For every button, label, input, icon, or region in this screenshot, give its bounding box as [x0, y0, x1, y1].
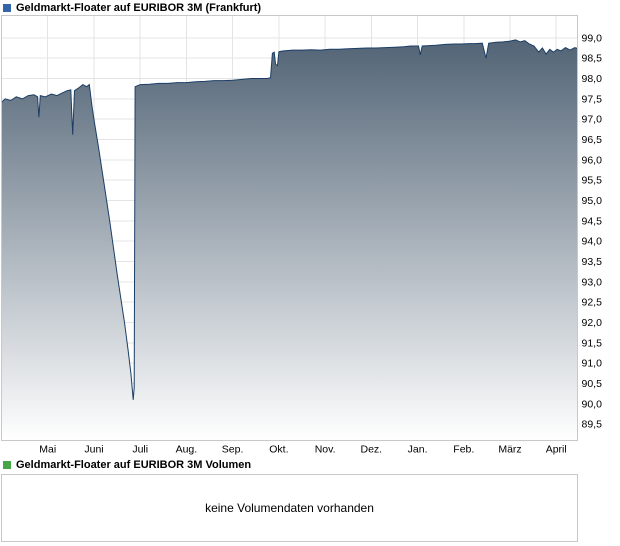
- volume-panel: keine Volumendaten vorhanden: [1, 474, 578, 542]
- svg-text:Juni: Juni: [84, 444, 103, 456]
- svg-text:94,0: 94,0: [582, 236, 603, 248]
- volume-series-legend-icon: [3, 461, 11, 469]
- svg-text:Feb.: Feb.: [453, 444, 474, 456]
- svg-text:98,5: 98,5: [582, 53, 603, 65]
- svg-text:97,5: 97,5: [582, 93, 603, 105]
- svg-text:97,0: 97,0: [582, 114, 603, 126]
- volume-series-legend: Geldmarkt-Floater auf EURIBOR 3M Volumen: [3, 459, 251, 471]
- svg-text:96,5: 96,5: [582, 134, 603, 146]
- svg-text:Jan.: Jan.: [408, 444, 428, 456]
- svg-text:Mai: Mai: [39, 444, 56, 456]
- svg-text:April: April: [546, 444, 567, 456]
- svg-text:Sep.: Sep.: [222, 444, 244, 456]
- svg-text:98,0: 98,0: [582, 73, 603, 85]
- svg-text:90,5: 90,5: [582, 378, 603, 390]
- svg-text:99,0: 99,0: [582, 32, 603, 44]
- price-series-legend-label: Geldmarkt-Floater auf EURIBOR 3M (Frankf…: [16, 2, 262, 14]
- svg-text:91,0: 91,0: [582, 358, 603, 370]
- svg-text:95,5: 95,5: [582, 175, 603, 187]
- price-series-legend-icon: [3, 4, 11, 12]
- svg-text:94,5: 94,5: [582, 215, 603, 227]
- svg-text:92,5: 92,5: [582, 297, 603, 309]
- svg-text:Juli: Juli: [132, 444, 148, 456]
- svg-text:90,0: 90,0: [582, 398, 603, 410]
- no-volume-data-message: keine Volumendaten vorhanden: [205, 501, 374, 515]
- svg-text:93,5: 93,5: [582, 256, 603, 268]
- svg-text:Okt.: Okt.: [269, 444, 288, 456]
- price-series-legend: Geldmarkt-Floater auf EURIBOR 3M (Frankf…: [3, 2, 261, 14]
- svg-text:Dez.: Dez.: [361, 444, 383, 456]
- svg-text:89,5: 89,5: [582, 419, 603, 431]
- svg-text:93,0: 93,0: [582, 276, 603, 288]
- svg-text:91,5: 91,5: [582, 337, 603, 349]
- svg-text:96,0: 96,0: [582, 154, 603, 166]
- svg-text:95,0: 95,0: [582, 195, 603, 207]
- price-chart: 99,0 98,5 98,0 97,5 97,0 96,5 96,0 95,5 95,0 94,5…: [1, 15, 603, 456]
- svg-text:Aug.: Aug.: [176, 444, 198, 456]
- svg-text:Nov.: Nov.: [315, 444, 336, 456]
- svg-text:92,0: 92,0: [582, 317, 603, 329]
- svg-text:März: März: [498, 444, 521, 456]
- volume-series-legend-label: Geldmarkt-Floater auf EURIBOR 3M Volumen: [16, 459, 252, 471]
